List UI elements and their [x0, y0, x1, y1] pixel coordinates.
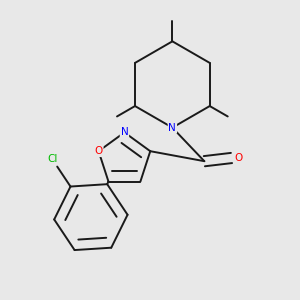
Text: N: N: [169, 123, 176, 133]
Text: O: O: [234, 153, 243, 163]
Text: N: N: [121, 128, 128, 137]
Text: Cl: Cl: [47, 154, 57, 164]
Text: O: O: [94, 146, 103, 156]
